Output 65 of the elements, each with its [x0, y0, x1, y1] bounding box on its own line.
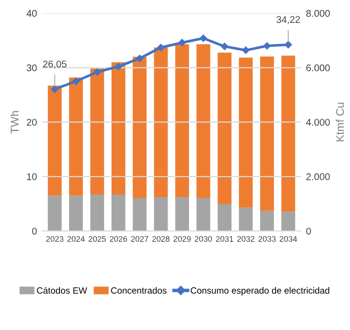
- y-axis-title: TWh: [10, 111, 18, 134]
- bar: [132, 56, 147, 198]
- y-tick-label: 0: [32, 228, 37, 235]
- point: [220, 42, 228, 50]
- bar: [112, 194, 126, 231]
- bar: [48, 86, 62, 196]
- x-tick-label: 2027: [131, 236, 148, 242]
- bar: [218, 204, 232, 231]
- x-tick-label: 2034: [280, 236, 297, 242]
- y2-tick-label: 8.000: [306, 10, 330, 17]
- x-tick-label: 2024: [67, 236, 85, 242]
- x-tick-label: 2033: [258, 236, 276, 242]
- bar: [112, 62, 126, 195]
- bar: [238, 58, 253, 208]
- x-tick-label: 2023: [46, 236, 64, 242]
- point: [178, 38, 186, 46]
- x-tick-label: 2032: [237, 236, 254, 242]
- x-tick-label: 2029: [174, 236, 191, 242]
- bar: [154, 196, 168, 231]
- legend-label: Concentrados: [111, 287, 166, 294]
- x-tick-label: 2026: [110, 236, 128, 242]
- point: [263, 42, 271, 50]
- x-tick-label: 2031: [216, 236, 234, 242]
- bar: [154, 48, 168, 197]
- point: [242, 46, 250, 54]
- point: [51, 86, 58, 93]
- y2-tick-label: 4.000: [306, 118, 330, 126]
- bar: [281, 212, 296, 231]
- bar: [69, 196, 83, 231]
- y-tick-label: 10: [27, 173, 37, 180]
- y2-axis-title: Ktmf Cu: [336, 102, 344, 142]
- bar: [90, 68, 104, 195]
- bar: [48, 196, 62, 231]
- bar: [218, 52, 232, 204]
- bar: [281, 56, 296, 212]
- bar: [260, 56, 274, 211]
- point: [200, 34, 207, 42]
- point: [157, 44, 165, 52]
- x-tick-label: 2025: [88, 236, 106, 242]
- point: [114, 62, 122, 70]
- point: [72, 78, 80, 85]
- y-tick-label: 20: [26, 118, 37, 126]
- legend-label: Cátodos EW: [36, 286, 88, 294]
- bar: [238, 208, 253, 231]
- x-tick-label: 2030: [194, 236, 212, 242]
- point: [284, 41, 292, 48]
- bar: [132, 198, 147, 231]
- y-tick-label: 40: [26, 10, 37, 17]
- bar: [69, 77, 83, 196]
- annotation: 26,05: [43, 60, 66, 69]
- bar: [90, 194, 104, 231]
- x-tick-label: 2028: [152, 236, 170, 242]
- bar: [175, 44, 190, 197]
- bar: [196, 198, 210, 231]
- bar: [260, 210, 274, 231]
- legend-label: Consumo esperado de electricidad: [190, 287, 330, 296]
- y2-tick-label: 0: [306, 228, 311, 235]
- bar: [196, 44, 210, 198]
- y2-tick-label: 2.000: [306, 173, 330, 180]
- annotation: 34,22: [276, 16, 300, 24]
- y-tick-label: 30: [26, 64, 37, 72]
- y2-tick-label: 6.000: [306, 64, 330, 72]
- point: [94, 68, 101, 76]
- bar: [175, 196, 190, 231]
- point: [136, 54, 144, 62]
